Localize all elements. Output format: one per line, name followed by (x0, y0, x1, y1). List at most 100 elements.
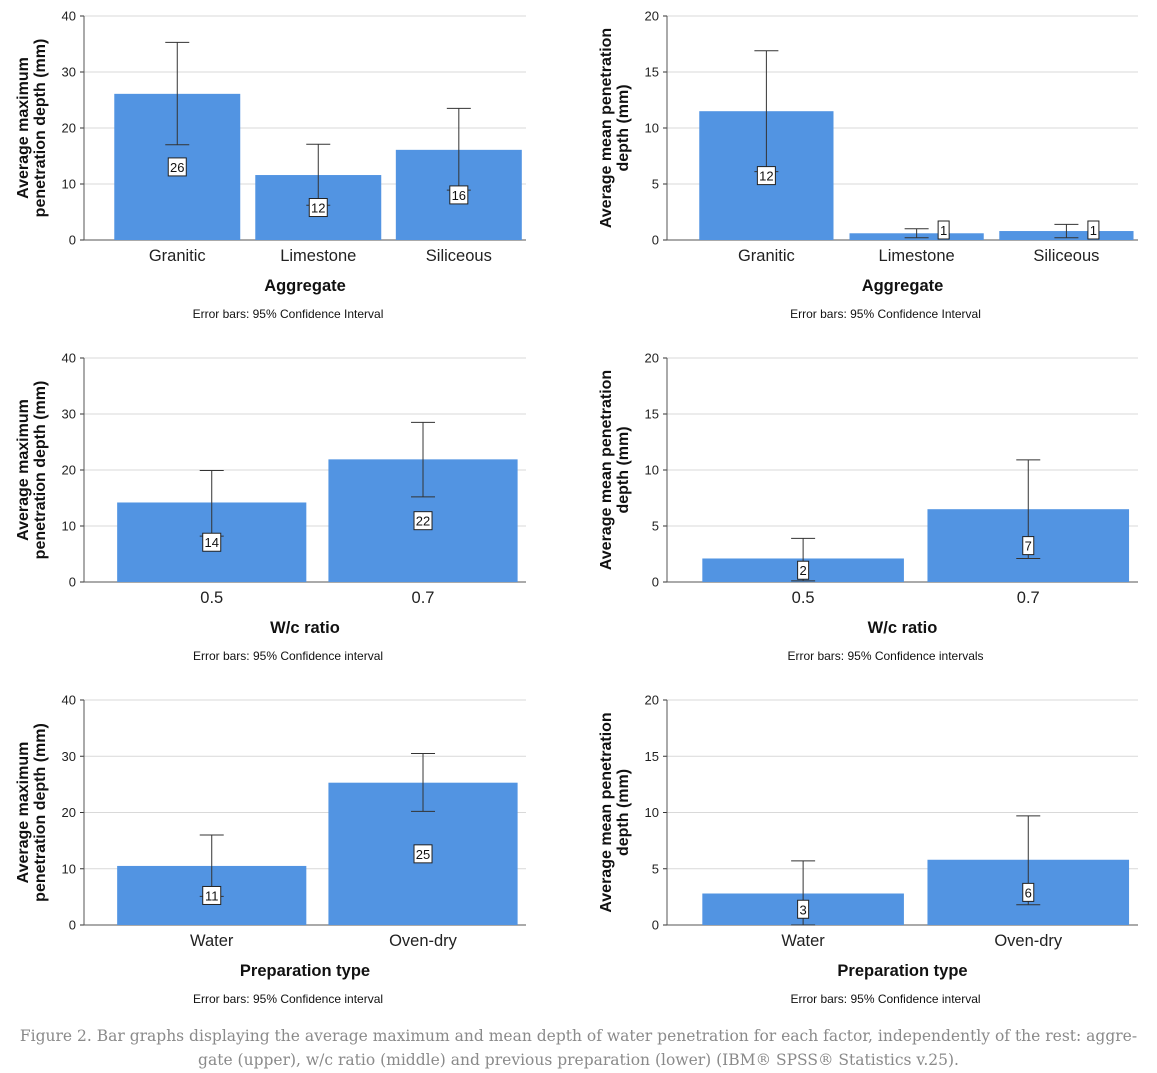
chart-2-error-bar-note: Error bars: 95% Confidence Interval (790, 307, 981, 321)
chart-5-y-axis-title-line-1: penetration depth (mm) (32, 723, 49, 902)
chart-1-ytick-label-0: 0 (69, 233, 76, 248)
chart-2-data-label-2: 1 (1090, 223, 1097, 238)
chart-1-error-bar-note: Error bars: 95% Confidence Interval (193, 307, 384, 321)
chart-1-data-label-2: 16 (452, 188, 466, 203)
chart-6-category-label-0: Water (781, 932, 825, 950)
chart-5-data-label-0: 11 (205, 888, 219, 903)
chart-4-x-axis-title: W/c ratio (868, 619, 938, 637)
chart-2-category-label-0: Granitic (738, 247, 795, 265)
chart-6-data-label-box-0 (797, 899, 810, 919)
chart-3-error-bar-note: Error bars: 95% Confidence interval (193, 649, 383, 663)
chart-5-ytick-label-1: 10 (62, 861, 76, 876)
chart-2-y-axis-title: Average mean penetrationdepth (mm) (598, 28, 632, 228)
chart-4-y-axis-title-line-1: depth (mm) (615, 426, 632, 513)
chart-4-category-label-0: 0.5 (792, 589, 815, 607)
chart-2-category-label-1: Limestone (879, 247, 955, 265)
chart-2-ytick-label-3: 15 (645, 65, 659, 80)
chart-4-data-label-1: 7 (1025, 539, 1032, 554)
chart-1-ytick-label-1: 10 (62, 177, 76, 192)
chart-4-y-axis-title: Average mean penetrationdepth (mm) (598, 370, 632, 570)
chart-2-data-label-box-1 (937, 220, 950, 240)
chart-6-ytick-label-3: 15 (645, 749, 659, 764)
bar-chart-grid: 01020304026Granitic12Limestone16Siliceou… (15, 9, 1138, 1006)
chart-6-ytick-label-2: 10 (645, 805, 659, 820)
chart-1-data-label-0: 26 (170, 160, 184, 175)
chart-1-category-label-0: Granitic (149, 247, 206, 265)
chart-5: 0 10 20 30 40 11 Water 25 Oven-dry Preparation ty… (15, 693, 526, 1006)
chart-3-data-label-box-1 (413, 511, 433, 531)
chart-3-category-label-1: 0.7 (412, 589, 435, 607)
chart-2-ytick-label-2: 10 (645, 121, 659, 136)
chart-1-ytick-label-3: 30 (62, 65, 76, 80)
chart-2-data-label-0: 12 (759, 169, 773, 184)
chart-3-data-label-box-0 (202, 532, 222, 552)
chart-6-data-label-box-1 (1022, 882, 1035, 902)
chart-2-y-axis-title-line-0: Average mean penetration (598, 28, 615, 228)
figure-caption: Figure 2. Bar graphs displaying the aver… (0, 1024, 1157, 1072)
chart-1-category-label-1: Limestone (280, 247, 356, 265)
chart-5-category-label-0: Water (190, 932, 234, 950)
chart-3-y-axis-title-line-1: penetration depth (mm) (32, 381, 49, 560)
chart-5-x-axis-title: Preparation type (240, 962, 370, 980)
chart-4-category-label-1: 0.7 (1017, 589, 1040, 607)
chart-2-data-label-box-2 (1087, 220, 1100, 240)
chart-4-data-label-box-1 (1022, 536, 1035, 556)
chart-6-x-axis-title: Preparation type (837, 962, 967, 980)
chart-4-ytick-label-3: 15 (645, 407, 659, 422)
chart-6-y-axis-title-line-1: depth (mm) (615, 769, 632, 856)
chart-1-y-axis-title-line-0: Average maximum (15, 57, 32, 199)
chart-2-ytick-label-0: 0 (652, 233, 659, 248)
chart-5-data-label-1: 25 (416, 847, 430, 862)
chart-1: 0 10 20 30 40 26 Granitic 12 Limestone 16 Siliceou… (15, 9, 526, 321)
chart-1-data-label-box-2 (449, 185, 469, 205)
chart-2-data-label-1: 1 (940, 223, 947, 238)
chart-5-y-axis-title: Average maximumpenetration depth (mm) (15, 723, 49, 902)
chart-2-data-label-box-0 (756, 166, 776, 186)
chart-5-y-axis-title-line-0: Average maximum (15, 742, 32, 884)
chart-3-data-label-0: 14 (205, 535, 219, 550)
chart-2-ytick-label-1: 5 (652, 177, 659, 192)
chart-3-ytick-label-0: 0 (69, 575, 76, 590)
chart-5-ytick-label-4: 40 (62, 693, 76, 708)
chart-5-ytick-label-2: 20 (62, 805, 76, 820)
chart-4-data-label-box-0 (797, 560, 810, 580)
chart-6-data-label-0: 3 (800, 902, 807, 917)
chart-6-ytick-label-4: 20 (645, 693, 659, 708)
chart-5-ytick-label-0: 0 (69, 918, 76, 933)
chart-5-error-bar-note: Error bars: 95% Confidence interval (193, 992, 383, 1006)
chart-2-y-axis-title-line-1: depth (mm) (615, 84, 632, 171)
chart-6-error-bar-note: Error bars: 95% Confidence interval (790, 992, 980, 1006)
chart-3-ytick-label-2: 20 (62, 463, 76, 478)
chart-5-category-label-1: Oven-dry (389, 932, 458, 950)
chart-1-ytick-label-2: 20 (62, 121, 76, 136)
chart-1-ytick-label-4: 40 (62, 9, 76, 24)
figure-caption-line-1: Figure 2. Bar graphs displaying the aver… (19, 1027, 1138, 1045)
chart-1-data-label-box-1 (308, 198, 328, 218)
chart-1-x-axis-title: Aggregate (264, 277, 346, 295)
chart-1-y-axis-title: Average maximumpenetration depth (mm) (15, 39, 49, 218)
chart-6-ytick-label-0: 0 (652, 918, 659, 933)
chart-1-y-axis-title-line-1: penetration depth (mm) (32, 39, 49, 218)
figure-caption-line-2: gate (upper), w/c ratio (middle) and pre… (198, 1051, 959, 1069)
chart-6-category-label-1: Oven-dry (994, 932, 1063, 950)
chart-3-data-label-1: 22 (416, 514, 430, 529)
chart-3-ytick-label-4: 40 (62, 351, 76, 366)
chart-5-data-label-box-1 (413, 844, 433, 864)
chart-4-ytick-label-2: 10 (645, 463, 659, 478)
chart-4-ytick-label-4: 20 (645, 351, 659, 366)
chart-3: 0 10 20 30 40 14 0.5 22 0.7 W/c ratio Error bars: … (15, 351, 526, 663)
chart-3-category-label-0: 0.5 (200, 589, 223, 607)
chart-5-data-label-box-0 (202, 885, 222, 905)
chart-3-ytick-label-3: 30 (62, 407, 76, 422)
chart-6-ytick-label-1: 5 (652, 861, 659, 876)
chart-3-ytick-label-1: 10 (62, 519, 76, 534)
chart-4-ytick-label-1: 5 (652, 519, 659, 534)
chart-4: 0 5 10 15 20 2 0.5 7 0.7 W/c ratio Error bars: 95%… (598, 351, 1138, 663)
chart-1-data-label-1: 12 (311, 201, 325, 216)
chart-2: 0 5 10 15 20 12 Granitic 1 Limestone 1 Siliceous Ag… (598, 9, 1138, 321)
chart-3-y-axis-title-line-0: Average maximum (15, 399, 32, 541)
chart-5-ytick-label-3: 30 (62, 749, 76, 764)
chart-2-x-axis-title: Aggregate (862, 277, 944, 295)
chart-6-y-axis-title: Average mean penetrationdepth (mm) (598, 712, 632, 912)
chart-1-data-label-box-0 (167, 157, 187, 177)
